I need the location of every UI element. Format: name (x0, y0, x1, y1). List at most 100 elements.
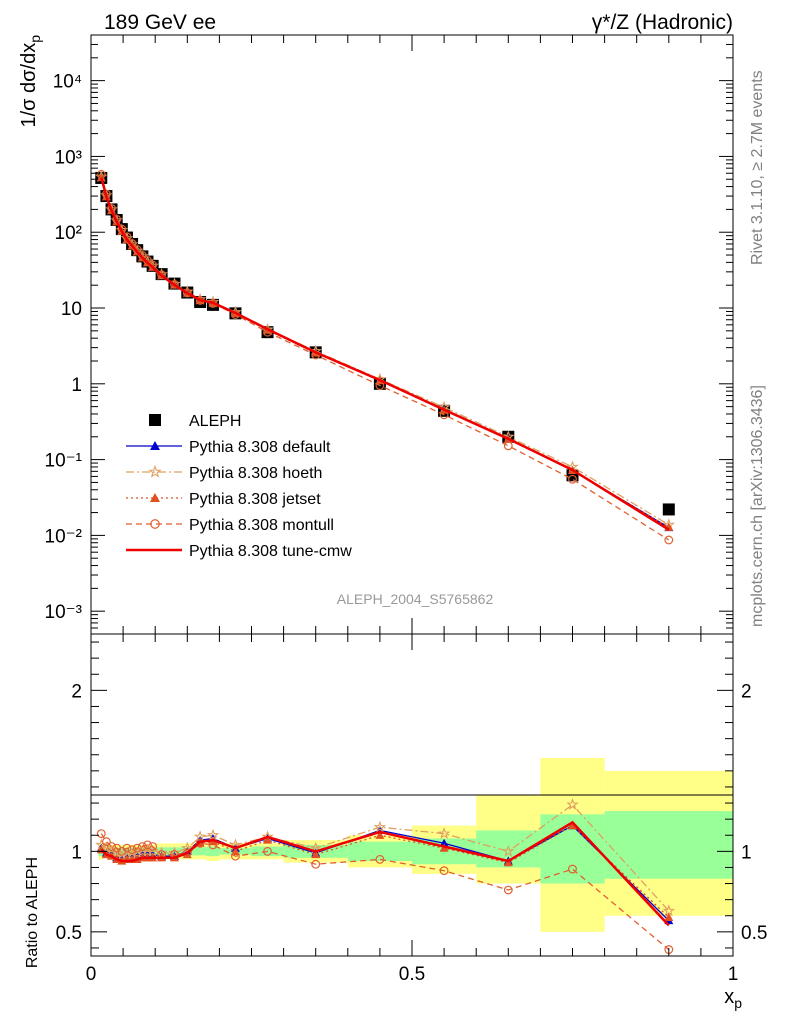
legend-label: Pythia 8.308 default (189, 439, 331, 456)
ratio-series-marker (122, 843, 132, 853)
legend-swatch-marker (150, 493, 160, 502)
main-y-tick-label: 1 (71, 375, 82, 396)
ratio-axes: 0.5 0.51 12 20 0.5 1 (56, 634, 767, 985)
main-series-line (100, 177, 670, 528)
legend-entry: Pythia 8.308 montull (126, 517, 334, 534)
ratio-series-pythia-8-308-tune-cmw (100, 820, 670, 927)
ratio-series-marker (148, 842, 158, 851)
legend: ALEPH Pythia 8.308 default Pythia 8.308 ho… (126, 413, 352, 560)
main-axes: 10⁻³ 10⁻² 10⁻¹ 1 10 10² 10³ 10⁴ (45, 34, 733, 635)
main-series-marker (96, 173, 106, 182)
analysis-watermark: ALEPH_2004_S5765862 (337, 591, 494, 607)
ratio-y-tick-label-right: 0.5 (741, 923, 767, 944)
ratio-series-marker (375, 830, 385, 839)
ratio-series-marker (311, 859, 321, 869)
main-series-marker (375, 381, 385, 390)
rivet-version-label: Rivet 3.1.10, ≥ 2.7M events (749, 70, 766, 265)
main-series-pythia-8-308-tune-cmw (100, 177, 670, 531)
ratio-series-marker (503, 885, 513, 895)
ratio-series-marker (437, 827, 451, 839)
legend-entry: ALEPH (149, 413, 241, 430)
legend-entry: Pythia 8.308 tune-cmw (126, 543, 352, 560)
ratio-series-line (100, 833, 670, 951)
ratio-y-tick-label-right: 1 (741, 842, 752, 863)
ratio-series-marker (566, 798, 579, 811)
legend-label: Pythia 8.308 montull (189, 517, 334, 534)
main-y-axis-label: 1/σ dσ/dxp (18, 35, 43, 128)
ratio-band-inner (347, 841, 412, 862)
legend-entry: Pythia 8.308 default (126, 439, 331, 456)
legend-label: ALEPH (189, 413, 241, 430)
ratio-series-marker (263, 835, 273, 844)
legend-swatch-marker (150, 519, 160, 529)
main-y-tick-label: 10⁻³ (45, 602, 83, 623)
ratio-series-marker (137, 842, 147, 851)
legend-swatch-marker (149, 414, 161, 426)
ratio-series-marker (107, 842, 116, 851)
main-y-tick-label: 10 (61, 299, 82, 320)
ratio-series-marker (143, 840, 152, 850)
main-series-marker (182, 288, 192, 298)
energy-label: 189 GeV ee (104, 11, 216, 34)
ratio-series-marker (182, 848, 192, 858)
ratio-series-marker (502, 844, 515, 857)
aleph-data-point (662, 503, 675, 516)
ratio-series-marker (311, 850, 321, 859)
mcplots-reference-label: mcplots.cern.ch [arXiv:1306.3436] (749, 385, 766, 627)
legend-label: Pythia 8.308 jetset (189, 491, 321, 508)
ratio-band-inner (604, 811, 733, 879)
main-series-marker (170, 279, 179, 289)
ratio-data-layer (95, 798, 676, 954)
x-tick-label: 0 (86, 964, 97, 985)
ratio-y-tick-label-right: 2 (741, 681, 752, 702)
ratio-y-axis-label: Ratio to ALEPH (24, 857, 41, 968)
legend-swatch-marker (150, 441, 160, 450)
x-tick-label: 0.5 (399, 964, 425, 985)
main-series-line (100, 177, 670, 531)
main-series-pythia-8-308-montull (96, 169, 674, 545)
main-series-aleph (95, 171, 675, 516)
ratio-series-marker (231, 851, 240, 861)
legend-entry: Pythia 8.308 jetset (126, 491, 321, 508)
ratio-series-marker (375, 854, 385, 864)
process-label: γ*/Z (Hadronic) (592, 11, 733, 34)
ratio-series-marker (101, 837, 111, 847)
x-tick-label: 1 (728, 964, 739, 985)
legend-swatch-marker (148, 464, 162, 478)
main-series-line (100, 177, 670, 529)
main-y-tick-label: 10⁻² (45, 526, 83, 547)
ratio-series-marker (568, 864, 577, 874)
legend-label: Pythia 8.308 tune-cmw (189, 543, 352, 560)
ratio-series-marker (132, 843, 142, 853)
main-series-line (100, 176, 670, 526)
ratio-series-marker (127, 845, 137, 855)
main-y-tick-label: 10⁻¹ (45, 451, 83, 472)
ratio-series-marker (568, 821, 577, 830)
ratio-series-marker (439, 866, 449, 876)
ratio-y-tick-label: 2 (71, 681, 82, 702)
ratio-series-marker (195, 838, 205, 848)
ratio-series-line (100, 820, 670, 927)
ratio-band-inner (155, 847, 207, 856)
ratio-series-marker (263, 846, 272, 856)
main-y-tick-label: 10² (55, 223, 82, 244)
ratio-series-marker (664, 912, 674, 921)
main-series-line (100, 174, 670, 541)
main-series-marker (157, 270, 167, 280)
legend-entry: Pythia 8.308 hoeth (126, 464, 322, 482)
ratio-y-tick-label: 0.5 (56, 923, 82, 944)
main-series-pythia-8-308-default (96, 172, 674, 532)
legend-label: Pythia 8.308 hoeth (189, 465, 322, 482)
x-axis-label: xp (724, 986, 742, 1011)
main-y-tick-label: 10⁴ (53, 72, 82, 93)
main-series-pythia-8-308-jetset (96, 173, 674, 531)
main-frame (90, 34, 734, 635)
ratio-y-tick-label: 1 (71, 842, 82, 863)
main-data-layer (95, 169, 676, 545)
main-series-marker (664, 535, 674, 545)
ratio-series-marker (96, 829, 106, 839)
ratio-series-pythia-8-308-montull (96, 829, 674, 954)
ratio-band-inner (206, 846, 220, 857)
ratio-series-marker (373, 820, 387, 833)
